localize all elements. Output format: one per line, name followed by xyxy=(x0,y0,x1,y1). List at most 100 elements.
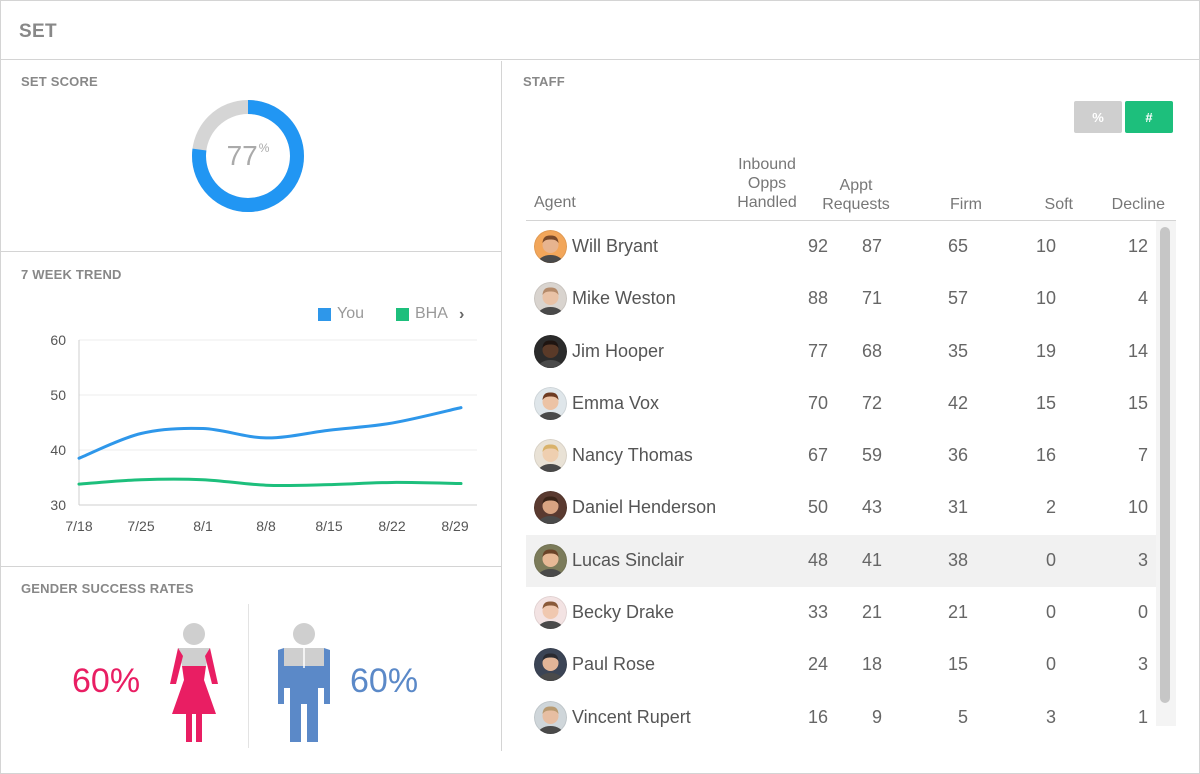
agent-name[interactable]: Will Bryant xyxy=(572,236,659,256)
cell-firm: 21 xyxy=(947,602,968,623)
column-header-decline[interactable]: Decline xyxy=(1111,196,1165,213)
cell-soft: 16 xyxy=(1035,445,1056,466)
cell-appt: 72 xyxy=(861,392,882,413)
cell-appt: 18 xyxy=(861,654,882,675)
column-header-appt-line2: Requests xyxy=(822,196,890,213)
column-header-appt[interactable]: Appt Requests xyxy=(814,176,898,214)
agent-name[interactable]: Lucas Sinclair xyxy=(572,549,685,570)
cell-appt: 21 xyxy=(861,602,882,623)
cell-inbound: 50 xyxy=(807,497,828,518)
cell-soft: 0 xyxy=(1045,602,1056,623)
cell-appt: 9 xyxy=(871,706,882,727)
trend-section-title: 7 WEEK TREND xyxy=(21,267,122,282)
score-donut-value xyxy=(192,100,304,212)
cell-inbound: 92 xyxy=(807,236,828,256)
cell-decline: 3 xyxy=(1137,549,1148,570)
agent-name[interactable]: Paul Rose xyxy=(572,654,656,675)
chevron-right-icon[interactable]: › xyxy=(459,306,465,323)
cell-inbound: 16 xyxy=(807,706,828,727)
column-header-inbound-line3: Handled xyxy=(737,194,797,211)
avatar xyxy=(534,439,567,473)
x-tick-label: 8/15 xyxy=(315,518,342,534)
cell-appt: 41 xyxy=(861,549,882,570)
score-label: 77% xyxy=(190,98,306,214)
y-tick-label: 50 xyxy=(50,387,66,403)
x-tick-label: 8/1 xyxy=(193,518,213,534)
cell-inbound: 24 xyxy=(807,654,828,675)
percent-toggle-button[interactable]: % xyxy=(1074,101,1122,133)
table-row[interactable]: Nancy Thomas 67 59 36 16 7 xyxy=(526,430,1156,482)
cell-firm: 42 xyxy=(947,392,968,413)
cell-inbound: 48 xyxy=(807,549,828,570)
legend-bha[interactable]: BHA xyxy=(396,305,448,323)
agent-name[interactable]: Nancy Thomas xyxy=(572,445,693,466)
cell-decline: 0 xyxy=(1137,602,1148,623)
page-title: SET xyxy=(19,21,57,42)
cell-soft: 15 xyxy=(1035,392,1056,413)
y-tick-label: 40 xyxy=(50,442,66,458)
legend-label-bha: BHA xyxy=(415,305,448,322)
x-tick-label: 8/22 xyxy=(378,518,405,534)
column-header-firm[interactable]: Firm xyxy=(950,196,982,213)
table-row[interactable]: Will Bryant 92 87 65 10 12 xyxy=(526,221,1156,273)
scrollbar-thumb[interactable] xyxy=(1160,227,1170,703)
agent-name[interactable]: Mike Weston xyxy=(572,288,676,309)
avatar xyxy=(534,230,567,263)
score-value: 77 xyxy=(226,140,258,171)
table-row[interactable]: Emma Vox 70 72 42 15 15 xyxy=(526,378,1156,430)
table-row[interactable]: Jim Hooper 77 68 35 19 14 xyxy=(526,326,1156,378)
cell-inbound: 77 xyxy=(807,340,828,361)
cell-firm: 35 xyxy=(947,340,968,361)
legend-you[interactable]: You xyxy=(318,305,364,323)
staff-section-title: STAFF xyxy=(523,74,565,89)
table-row[interactable]: Lucas Sinclair 48 41 38 0 3 xyxy=(526,534,1156,588)
avatar xyxy=(534,596,567,630)
cell-soft: 2 xyxy=(1045,497,1056,518)
page-header: SET xyxy=(1,1,1199,60)
cell-soft: 0 xyxy=(1045,549,1056,570)
column-header-inbound-line1: Inbound xyxy=(738,156,796,173)
agent-name[interactable]: Jim Hooper xyxy=(572,340,665,361)
agent-name[interactable]: Becky Drake xyxy=(572,602,675,623)
column-divider xyxy=(501,61,502,751)
cell-soft: 10 xyxy=(1035,288,1056,309)
agent-name[interactable]: Emma Vox xyxy=(572,392,660,413)
cell-decline: 3 xyxy=(1137,654,1148,675)
count-toggle-button[interactable]: # xyxy=(1125,101,1173,133)
cell-decline: 15 xyxy=(1127,392,1148,413)
agent-name[interactable]: Daniel Henderson xyxy=(572,497,717,518)
table-row[interactable]: Paul Rose 24 18 15 0 3 xyxy=(526,639,1156,691)
cell-inbound: 70 xyxy=(807,392,828,413)
agent-name[interactable]: Vincent Rupert xyxy=(572,706,691,727)
table-row[interactable]: Daniel Henderson 50 43 31 2 10 xyxy=(526,482,1156,534)
gender-separator xyxy=(248,604,249,748)
legend-label-you: You xyxy=(337,305,364,322)
gender-section-title: GENDER SUCCESS RATES xyxy=(21,581,194,596)
column-header-soft[interactable]: Soft xyxy=(1044,196,1073,213)
cell-soft: 3 xyxy=(1045,706,1056,727)
divider-trend-gender xyxy=(1,566,501,567)
y-tick-label: 60 xyxy=(50,332,66,348)
table-scrollbar[interactable] xyxy=(1156,221,1176,726)
x-tick-label: 8/8 xyxy=(256,518,276,534)
cell-firm: 38 xyxy=(947,549,968,570)
column-header-appt-line1: Appt xyxy=(839,177,873,194)
female-success-rate: 60% xyxy=(72,662,141,700)
cell-firm: 65 xyxy=(947,236,968,256)
table-row[interactable]: Vincent Rupert 16 9 5 3 1 xyxy=(526,692,1156,744)
column-header-agent[interactable]: Agent xyxy=(534,194,576,211)
series-line-bha xyxy=(77,477,463,488)
avatar xyxy=(534,282,567,316)
column-header-inbound[interactable]: Inbound Opps Handled xyxy=(722,155,812,212)
table-header-divider xyxy=(526,220,1176,221)
table-row[interactable]: Becky Drake 33 21 21 0 0 xyxy=(526,587,1156,639)
avatar xyxy=(534,386,567,420)
cell-firm: 57 xyxy=(947,288,968,309)
cell-soft: 0 xyxy=(1045,654,1056,675)
cell-soft: 10 xyxy=(1035,236,1056,256)
cell-firm: 5 xyxy=(957,706,968,727)
table-row[interactable]: Mike Weston 88 71 57 10 4 xyxy=(526,273,1156,325)
y-tick-label: 30 xyxy=(50,497,66,513)
cell-soft: 19 xyxy=(1035,340,1056,361)
avatar xyxy=(534,700,567,734)
